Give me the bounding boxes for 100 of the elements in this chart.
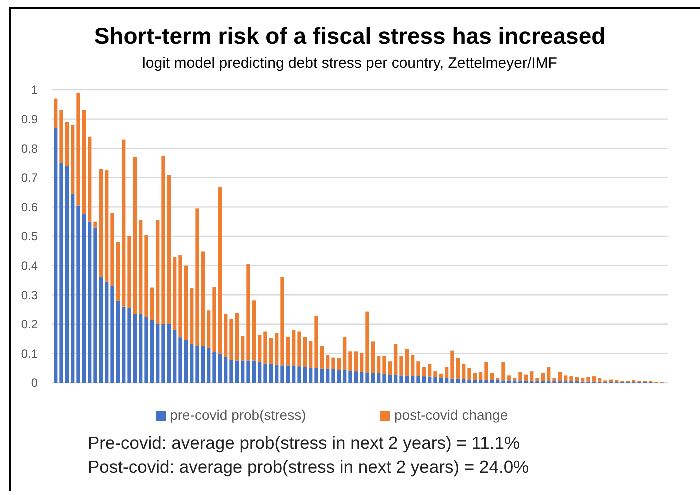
bar [274,364,279,383]
bar [76,206,80,383]
bar [122,306,126,383]
bar [354,372,358,383]
bar [184,340,188,383]
bar [348,370,352,383]
bar [434,372,438,378]
bar [308,368,313,383]
bar [240,336,245,361]
bar [320,346,324,369]
bar [326,368,330,383]
bar [546,367,551,382]
bar [206,348,211,383]
bar [473,373,478,380]
bar [82,214,86,383]
bar [218,354,222,383]
bar [292,366,296,383]
bar [230,319,234,360]
bar [269,338,274,364]
bar [552,378,556,382]
bar [530,372,534,381]
bar [462,379,466,383]
bar [388,362,392,376]
bar [76,92,80,206]
bar [564,376,568,382]
bar [332,369,336,383]
bar [405,349,410,376]
bar [65,122,70,166]
bar [484,380,488,383]
y-tick-label: 0.9 [21,112,38,126]
bar [150,288,154,320]
bar [150,320,154,383]
bar [428,376,432,383]
bar [280,278,284,366]
bar [376,356,381,374]
bar [172,330,177,383]
bar [99,278,104,383]
bar [354,352,358,372]
bar [337,358,342,370]
bar [360,353,364,372]
bar [252,300,256,361]
bar [162,156,166,324]
bar [303,367,308,383]
bar [246,360,250,383]
bar [65,166,70,383]
bar [105,170,109,282]
bar [82,110,86,215]
bar [264,364,268,383]
bar [133,314,138,383]
bar [88,136,92,222]
y-tick-label: 1 [31,83,38,98]
bar [190,344,194,383]
bar [144,317,148,383]
bar [314,368,318,383]
bar [456,358,460,379]
bar [54,128,58,383]
bar [484,362,488,380]
legend-label: pre-covid prob(stress) [170,407,306,423]
bar [592,376,596,382]
bar [71,125,75,194]
bar [478,372,483,380]
bar [184,266,188,341]
bar [360,372,364,383]
bar [71,194,75,383]
bar [167,174,172,324]
bar [314,316,318,368]
bar [230,360,234,383]
bar [54,98,58,128]
bar [366,373,370,383]
bar [292,330,296,366]
bar [456,378,460,383]
bar [286,366,290,383]
bar [342,337,347,370]
bar [586,377,590,382]
bar [580,378,585,382]
bar [224,357,228,383]
bar [382,356,386,374]
bar [178,338,182,383]
bar [416,362,420,376]
bar [128,308,132,383]
bar [342,370,347,383]
bar [598,378,602,382]
bar [326,355,330,369]
bar [110,286,114,383]
bar [298,366,302,383]
bar [536,378,540,381]
bar [478,380,483,383]
y-tick-label: 0.2 [21,318,38,332]
bar [502,362,506,381]
bar [473,380,478,383]
bar [376,373,381,383]
bar [246,264,250,361]
y-tick-label: 0.7 [21,171,38,186]
y-tick-label: 0.1 [21,346,38,361]
bar [410,355,415,376]
bar [240,360,245,383]
bar [280,366,284,383]
bar [308,341,313,368]
bar [190,288,194,344]
bar [507,376,512,381]
